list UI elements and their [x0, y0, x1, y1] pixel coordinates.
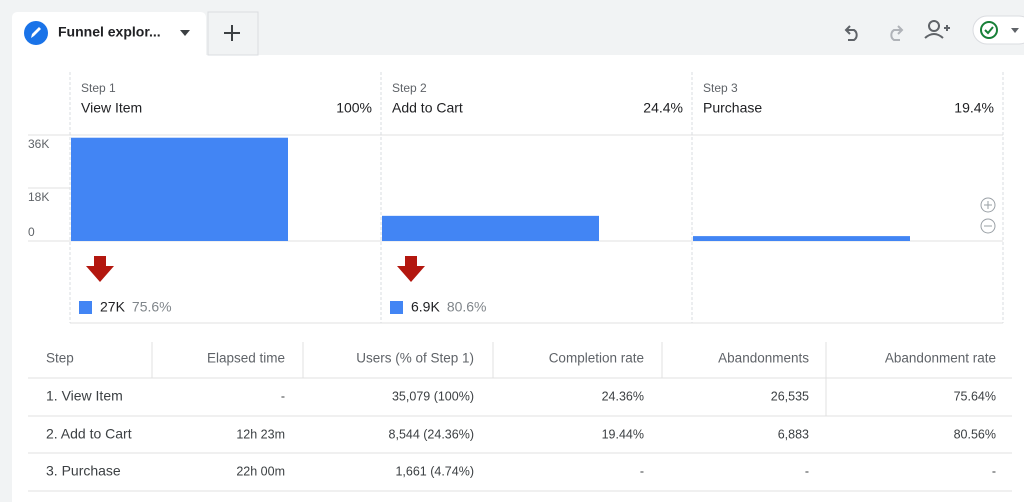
status-menu — [1011, 28, 1019, 33]
table-cell: 75.64% — [954, 389, 996, 403]
table-cell: 35,079 (100%) — [392, 389, 474, 403]
table-cell: 19.44% — [602, 427, 644, 441]
table-header: Users (% of Step 1) — [356, 351, 474, 366]
plus — [224, 25, 240, 41]
table-cell: 24.36% — [602, 389, 644, 403]
bar — [693, 236, 910, 241]
table-cell: 26,535 — [771, 389, 809, 403]
tab-title: Funnel explor... — [58, 24, 161, 40]
bar — [382, 215, 599, 241]
share-plus — [924, 25, 950, 39]
table-cell: 22h 00m — [236, 464, 285, 478]
panel — [12, 55, 1024, 502]
zoom-in-plus — [984, 201, 992, 209]
dropoff-arrow — [397, 256, 425, 282]
table-cell: - — [281, 389, 285, 403]
dropoff-rate: 80.6% — [447, 299, 487, 315]
dropoff-arrow — [86, 256, 114, 282]
tab-menu[interactable] — [180, 30, 190, 36]
table-header: Completion rate — [549, 351, 644, 366]
step-percent: 19.4% — [954, 100, 994, 116]
table-cell: 3. Purchase — [46, 463, 121, 479]
check-circle — [980, 21, 998, 39]
table-header: Abandonments — [718, 351, 809, 366]
y-tick-label: 0 — [28, 225, 35, 239]
y-tick-label: 36K — [28, 137, 49, 151]
table-cell: - — [640, 464, 644, 478]
table-cell: - — [805, 464, 809, 478]
undo[interactable] — [844, 25, 858, 41]
check — [984, 26, 994, 35]
table-cell: 6,883 — [778, 427, 809, 441]
step-label: Step 1 — [81, 81, 116, 95]
tab[interactable] — [12, 12, 206, 55]
bar — [71, 137, 288, 241]
table-header: Elapsed time — [207, 351, 285, 366]
step-name: Purchase — [703, 100, 762, 116]
zoom-in[interactable] — [980, 197, 996, 213]
zoom-out[interactable] — [980, 218, 996, 234]
step-name: Add to Cart — [392, 100, 463, 116]
table-cell: 1,661 (4.74%) — [395, 464, 474, 478]
table-cell: 1. View Item — [46, 388, 123, 404]
step-percent: 100% — [336, 100, 372, 116]
table-cell: 80.56% — [954, 427, 996, 441]
share-icon[interactable] — [928, 20, 940, 32]
table-header: Abandonment rate — [885, 351, 996, 366]
y-tick-label: 18K — [28, 190, 49, 204]
pencil — [31, 27, 41, 38]
redo[interactable] — [890, 25, 904, 41]
table-cell: 12h 23m — [236, 427, 285, 441]
dropoff-count: 27K — [100, 299, 126, 315]
table-cell: 8,544 (24.36%) — [389, 427, 474, 441]
table-header: Step — [46, 351, 74, 366]
step-name: View Item — [81, 100, 142, 116]
dropoff-rate: 75.6% — [132, 299, 172, 315]
step-percent: 24.4% — [643, 100, 683, 116]
dropoff-swatch — [390, 301, 403, 314]
step-label: Step 3 — [703, 81, 738, 95]
table-cell: 2. Add to Cart — [46, 426, 132, 442]
step-label: Step 2 — [392, 81, 427, 95]
table-cell: - — [992, 464, 996, 478]
dropoff-count: 6.9K — [411, 299, 440, 315]
dropoff-swatch — [79, 301, 92, 314]
